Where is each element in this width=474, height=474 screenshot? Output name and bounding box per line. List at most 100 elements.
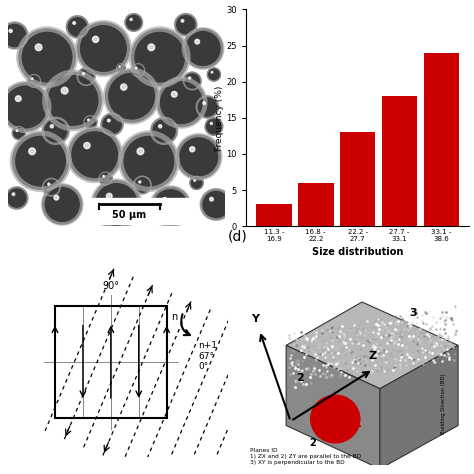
Circle shape xyxy=(19,29,75,85)
FancyBboxPatch shape xyxy=(84,198,197,224)
Circle shape xyxy=(77,22,129,74)
Circle shape xyxy=(43,118,69,144)
Circle shape xyxy=(205,118,223,135)
Circle shape xyxy=(157,79,205,127)
Circle shape xyxy=(151,187,190,226)
Circle shape xyxy=(73,22,75,24)
Bar xyxy=(298,183,334,226)
Circle shape xyxy=(16,130,18,131)
Polygon shape xyxy=(286,346,380,469)
Circle shape xyxy=(82,73,84,75)
Circle shape xyxy=(50,125,54,128)
Circle shape xyxy=(134,176,151,194)
Circle shape xyxy=(69,128,121,181)
Text: Planes ID
1) ZX and 2) ZY are parallel to the BD
3) XY is perpendicular to the B: Planes ID 1) ZX and 2) ZY are parallel t… xyxy=(250,448,362,465)
Circle shape xyxy=(117,64,125,73)
Circle shape xyxy=(121,133,177,189)
Bar xyxy=(424,53,459,226)
Circle shape xyxy=(125,14,142,31)
Circle shape xyxy=(201,189,231,219)
Circle shape xyxy=(177,135,220,179)
Circle shape xyxy=(137,148,144,155)
Bar xyxy=(382,96,417,226)
Circle shape xyxy=(27,74,41,88)
Circle shape xyxy=(194,180,195,182)
Circle shape xyxy=(203,102,205,104)
Circle shape xyxy=(159,125,162,128)
Text: Y: Y xyxy=(251,314,259,324)
Circle shape xyxy=(172,91,177,97)
Circle shape xyxy=(181,19,184,22)
Bar xyxy=(256,204,292,226)
Text: n: n xyxy=(171,312,177,322)
Bar xyxy=(55,306,167,418)
Circle shape xyxy=(12,193,15,195)
Polygon shape xyxy=(380,346,458,469)
Circle shape xyxy=(121,84,127,90)
Circle shape xyxy=(130,18,132,20)
Circle shape xyxy=(88,119,89,121)
Circle shape xyxy=(29,148,36,155)
Circle shape xyxy=(35,44,42,51)
Circle shape xyxy=(190,176,203,189)
Circle shape xyxy=(163,198,167,202)
Circle shape xyxy=(132,29,188,85)
Text: (d): (d) xyxy=(228,229,248,244)
Circle shape xyxy=(66,16,88,37)
Circle shape xyxy=(84,143,90,149)
Circle shape xyxy=(210,197,213,201)
Circle shape xyxy=(106,70,157,122)
Circle shape xyxy=(195,39,200,44)
Circle shape xyxy=(148,44,155,51)
Circle shape xyxy=(183,73,201,90)
Circle shape xyxy=(211,72,213,73)
X-axis label: Size distribution: Size distribution xyxy=(312,247,403,257)
Circle shape xyxy=(197,96,218,118)
Circle shape xyxy=(139,181,141,183)
Circle shape xyxy=(210,122,212,125)
Circle shape xyxy=(151,118,177,144)
Circle shape xyxy=(103,175,104,177)
Circle shape xyxy=(54,195,59,200)
Circle shape xyxy=(1,22,27,48)
Circle shape xyxy=(189,77,191,79)
Circle shape xyxy=(84,116,97,128)
Text: (b): (b) xyxy=(197,0,217,1)
Bar xyxy=(340,132,375,226)
Circle shape xyxy=(12,127,26,139)
Circle shape xyxy=(61,87,68,94)
Circle shape xyxy=(92,36,99,43)
Circle shape xyxy=(190,146,195,152)
Circle shape xyxy=(106,193,112,199)
Text: 90°: 90° xyxy=(102,282,119,292)
Circle shape xyxy=(92,181,140,228)
Circle shape xyxy=(175,14,197,36)
Text: 50 μm: 50 μm xyxy=(112,210,146,219)
Circle shape xyxy=(31,78,33,80)
Text: 67°: 67° xyxy=(198,352,214,361)
Circle shape xyxy=(119,66,120,67)
Circle shape xyxy=(43,185,82,224)
Text: 2: 2 xyxy=(310,438,316,448)
Circle shape xyxy=(132,64,145,77)
Circle shape xyxy=(1,83,49,131)
Circle shape xyxy=(15,96,21,101)
Polygon shape xyxy=(286,302,458,389)
Circle shape xyxy=(310,395,360,443)
Circle shape xyxy=(9,29,12,33)
Text: n+1: n+1 xyxy=(198,340,217,349)
Y-axis label: Frequency (%): Frequency (%) xyxy=(215,85,224,151)
Text: 2: 2 xyxy=(296,373,303,383)
Circle shape xyxy=(45,73,101,128)
Circle shape xyxy=(101,113,123,135)
Circle shape xyxy=(12,133,69,189)
Circle shape xyxy=(136,67,137,69)
Circle shape xyxy=(208,68,220,81)
Text: 0°: 0° xyxy=(198,362,208,371)
Text: 3: 3 xyxy=(410,308,417,318)
Circle shape xyxy=(48,183,50,185)
Circle shape xyxy=(6,187,27,209)
Circle shape xyxy=(43,179,60,196)
Circle shape xyxy=(99,172,112,185)
Circle shape xyxy=(183,29,223,68)
